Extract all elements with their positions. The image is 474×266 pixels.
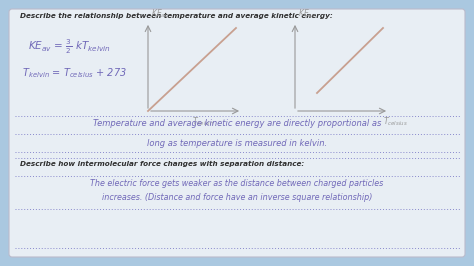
Text: T$_{kelvin}$ = T$_{celsius}$ + 273: T$_{kelvin}$ = T$_{celsius}$ + 273 [22, 66, 127, 80]
Text: Describe the relationship between temperature and average kinetic energy:: Describe the relationship between temper… [20, 13, 333, 19]
Text: long as temperature is measured in kelvin.: long as temperature is measured in kelvi… [147, 139, 327, 148]
Text: The electric force gets weaker as the distance between charged particles: The electric force gets weaker as the di… [91, 180, 383, 189]
Text: Describe how intermolecular force changes with separation distance:: Describe how intermolecular force change… [20, 161, 304, 167]
Text: T$_{kelvin}$: T$_{kelvin}$ [192, 116, 214, 128]
Text: KE$_{av}$: KE$_{av}$ [151, 7, 169, 20]
Text: KE$_{av}$ = $\frac{3}{2}$ kT$_{kelvin}$: KE$_{av}$ = $\frac{3}{2}$ kT$_{kelvin}$ [28, 38, 110, 56]
FancyBboxPatch shape [9, 9, 465, 257]
Text: increases. (Distance and force have an inverse square relationship): increases. (Distance and force have an i… [102, 193, 372, 202]
Text: T$_{celsius}$: T$_{celsius}$ [383, 116, 407, 128]
Text: Temperature and average kinetic energy are ​directly proportional as: Temperature and average kinetic energy a… [93, 119, 381, 128]
Text: KE$_{av}$: KE$_{av}$ [298, 7, 317, 20]
